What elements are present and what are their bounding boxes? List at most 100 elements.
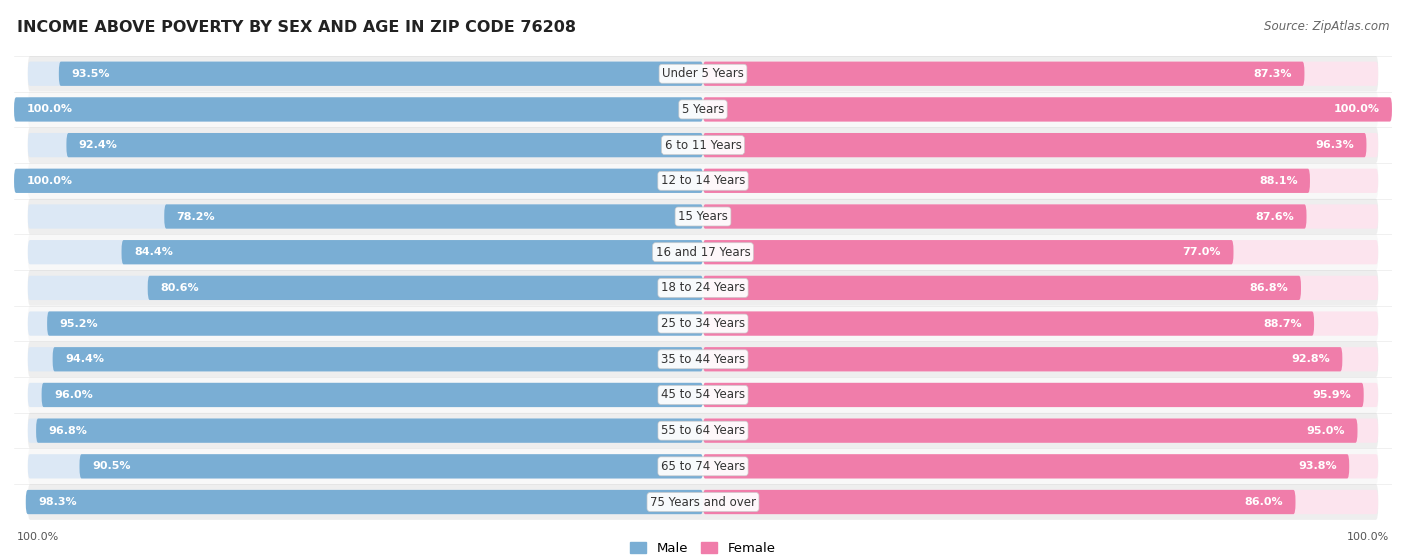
FancyBboxPatch shape bbox=[165, 205, 703, 229]
FancyBboxPatch shape bbox=[703, 311, 1315, 336]
FancyBboxPatch shape bbox=[703, 347, 1343, 371]
FancyBboxPatch shape bbox=[703, 311, 1378, 336]
Text: 92.4%: 92.4% bbox=[79, 140, 118, 150]
FancyBboxPatch shape bbox=[59, 61, 703, 86]
FancyBboxPatch shape bbox=[28, 169, 703, 193]
Text: Source: ZipAtlas.com: Source: ZipAtlas.com bbox=[1264, 20, 1389, 32]
Text: 86.0%: 86.0% bbox=[1244, 497, 1284, 507]
FancyBboxPatch shape bbox=[28, 97, 703, 121]
Text: 86.8%: 86.8% bbox=[1250, 283, 1289, 293]
Text: 100.0%: 100.0% bbox=[17, 532, 59, 542]
FancyBboxPatch shape bbox=[703, 205, 1306, 229]
Text: 95.0%: 95.0% bbox=[1306, 425, 1346, 435]
FancyBboxPatch shape bbox=[28, 413, 1378, 448]
FancyBboxPatch shape bbox=[28, 205, 703, 229]
FancyBboxPatch shape bbox=[703, 61, 1305, 86]
FancyBboxPatch shape bbox=[703, 454, 1350, 479]
FancyBboxPatch shape bbox=[14, 97, 703, 121]
Text: 77.0%: 77.0% bbox=[1182, 247, 1220, 257]
Text: 100.0%: 100.0% bbox=[27, 176, 73, 186]
Text: 5 Years: 5 Years bbox=[682, 103, 724, 116]
FancyBboxPatch shape bbox=[28, 92, 1378, 127]
FancyBboxPatch shape bbox=[52, 347, 703, 371]
FancyBboxPatch shape bbox=[28, 234, 1378, 270]
Text: 100.0%: 100.0% bbox=[27, 105, 73, 115]
Text: 65 to 74 Years: 65 to 74 Years bbox=[661, 460, 745, 473]
FancyBboxPatch shape bbox=[703, 490, 1378, 514]
Text: INCOME ABOVE POVERTY BY SEX AND AGE IN ZIP CODE 76208: INCOME ABOVE POVERTY BY SEX AND AGE IN Z… bbox=[17, 20, 576, 35]
FancyBboxPatch shape bbox=[28, 270, 1378, 306]
FancyBboxPatch shape bbox=[28, 342, 1378, 377]
FancyBboxPatch shape bbox=[703, 61, 1378, 86]
Text: 18 to 24 Years: 18 to 24 Years bbox=[661, 281, 745, 295]
Text: 88.7%: 88.7% bbox=[1263, 319, 1302, 329]
FancyBboxPatch shape bbox=[28, 133, 703, 157]
Text: 35 to 44 Years: 35 to 44 Years bbox=[661, 353, 745, 366]
Text: 80.6%: 80.6% bbox=[160, 283, 198, 293]
FancyBboxPatch shape bbox=[703, 383, 1378, 407]
FancyBboxPatch shape bbox=[80, 454, 703, 479]
Text: 25 to 34 Years: 25 to 34 Years bbox=[661, 317, 745, 330]
Text: 98.3%: 98.3% bbox=[38, 497, 77, 507]
FancyBboxPatch shape bbox=[37, 419, 703, 443]
FancyBboxPatch shape bbox=[66, 133, 703, 157]
FancyBboxPatch shape bbox=[28, 306, 1378, 342]
FancyBboxPatch shape bbox=[28, 127, 1378, 163]
Text: 16 and 17 Years: 16 and 17 Years bbox=[655, 246, 751, 259]
FancyBboxPatch shape bbox=[48, 311, 703, 336]
FancyBboxPatch shape bbox=[703, 383, 1364, 407]
FancyBboxPatch shape bbox=[28, 311, 703, 336]
FancyBboxPatch shape bbox=[703, 169, 1378, 193]
FancyBboxPatch shape bbox=[703, 97, 1378, 121]
FancyBboxPatch shape bbox=[703, 347, 1378, 371]
FancyBboxPatch shape bbox=[28, 419, 703, 443]
Text: 95.2%: 95.2% bbox=[59, 319, 98, 329]
Text: 94.4%: 94.4% bbox=[65, 354, 104, 364]
FancyBboxPatch shape bbox=[28, 163, 1378, 198]
Text: 75 Years and over: 75 Years and over bbox=[650, 495, 756, 509]
Text: 96.8%: 96.8% bbox=[49, 425, 87, 435]
Text: 96.0%: 96.0% bbox=[53, 390, 93, 400]
Text: 55 to 64 Years: 55 to 64 Years bbox=[661, 424, 745, 437]
FancyBboxPatch shape bbox=[28, 448, 1378, 484]
Text: 92.8%: 92.8% bbox=[1291, 354, 1330, 364]
FancyBboxPatch shape bbox=[148, 276, 703, 300]
FancyBboxPatch shape bbox=[703, 133, 1367, 157]
FancyBboxPatch shape bbox=[28, 198, 1378, 234]
Legend: Male, Female: Male, Female bbox=[630, 542, 776, 555]
FancyBboxPatch shape bbox=[42, 383, 703, 407]
Text: 100.0%: 100.0% bbox=[1333, 105, 1379, 115]
FancyBboxPatch shape bbox=[28, 490, 703, 514]
Text: 88.1%: 88.1% bbox=[1258, 176, 1298, 186]
Text: 84.4%: 84.4% bbox=[134, 247, 173, 257]
Text: 6 to 11 Years: 6 to 11 Years bbox=[665, 139, 741, 151]
Text: 78.2%: 78.2% bbox=[177, 211, 215, 221]
FancyBboxPatch shape bbox=[703, 419, 1358, 443]
FancyBboxPatch shape bbox=[703, 240, 1378, 264]
FancyBboxPatch shape bbox=[703, 490, 1295, 514]
FancyBboxPatch shape bbox=[25, 490, 703, 514]
Text: Under 5 Years: Under 5 Years bbox=[662, 67, 744, 80]
Text: 93.8%: 93.8% bbox=[1298, 461, 1337, 471]
FancyBboxPatch shape bbox=[28, 56, 1378, 92]
Text: 90.5%: 90.5% bbox=[91, 461, 131, 471]
FancyBboxPatch shape bbox=[28, 61, 703, 86]
FancyBboxPatch shape bbox=[28, 240, 703, 264]
Text: 87.6%: 87.6% bbox=[1256, 211, 1294, 221]
FancyBboxPatch shape bbox=[703, 454, 1378, 479]
FancyBboxPatch shape bbox=[28, 276, 703, 300]
Text: 12 to 14 Years: 12 to 14 Years bbox=[661, 174, 745, 187]
FancyBboxPatch shape bbox=[703, 276, 1301, 300]
Text: 45 to 54 Years: 45 to 54 Years bbox=[661, 389, 745, 401]
FancyBboxPatch shape bbox=[703, 276, 1378, 300]
FancyBboxPatch shape bbox=[703, 205, 1378, 229]
FancyBboxPatch shape bbox=[703, 169, 1310, 193]
FancyBboxPatch shape bbox=[28, 454, 703, 479]
FancyBboxPatch shape bbox=[703, 133, 1378, 157]
Text: 15 Years: 15 Years bbox=[678, 210, 728, 223]
FancyBboxPatch shape bbox=[121, 240, 703, 264]
FancyBboxPatch shape bbox=[703, 240, 1233, 264]
Text: 87.3%: 87.3% bbox=[1254, 69, 1292, 79]
FancyBboxPatch shape bbox=[28, 484, 1378, 520]
Text: 93.5%: 93.5% bbox=[72, 69, 110, 79]
